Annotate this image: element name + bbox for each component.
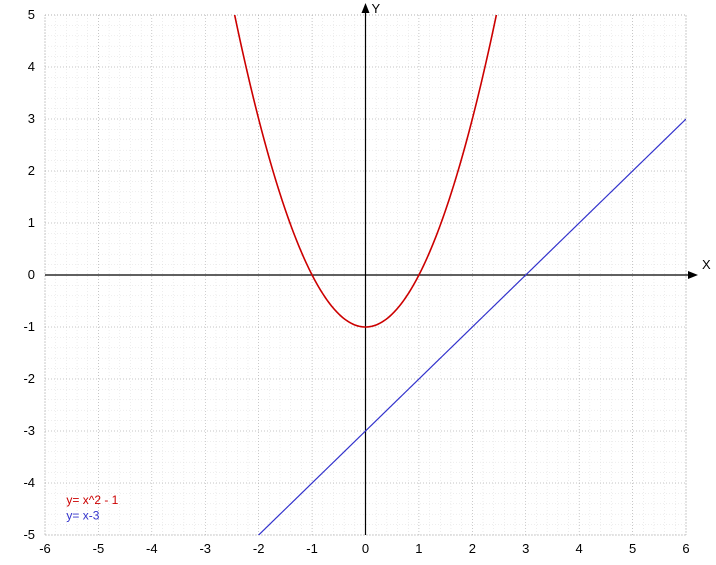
- x-tick-label: -2: [253, 541, 265, 556]
- x-axis-label: X: [702, 257, 711, 272]
- x-tick-label: 6: [682, 541, 689, 556]
- x-tick-label: 2: [469, 541, 476, 556]
- x-tick-label: -5: [93, 541, 105, 556]
- y-tick-label: -1: [23, 319, 35, 334]
- x-tick-label: 4: [576, 541, 583, 556]
- y-tick-label: -3: [23, 423, 35, 438]
- y-tick-label: 0: [28, 267, 35, 282]
- xy-chart: -6 -5 -4 -3 -2 -1 0 1 2 3 4 5 6 -5 -4 -3 -2 -1 0 1 2 3 4 5 y= x^…: [0, 0, 716, 565]
- y-axis-label: Y: [372, 1, 381, 16]
- chart-container: -6 -5 -4 -3 -2 -1 0 1 2 3 4 5 6 -5 -4 -3 -2 -1 0 1 2 3 4 5 y= x^…: [0, 0, 716, 565]
- x-tick-label: -1: [306, 541, 318, 556]
- y-tick-label: 3: [28, 111, 35, 126]
- legend-line: y= x-3: [66, 508, 99, 522]
- y-tick-label: 2: [28, 163, 35, 178]
- x-tick-label: -6: [39, 541, 51, 556]
- x-tick-label: 0: [362, 541, 369, 556]
- y-tick-label: 5: [28, 7, 35, 22]
- x-tick-label: 3: [522, 541, 529, 556]
- x-tick-label: 1: [415, 541, 422, 556]
- y-tick-label: 1: [28, 215, 35, 230]
- x-tick-label: 5: [629, 541, 636, 556]
- y-tick-label: -4: [23, 475, 35, 490]
- y-tick-label: -5: [23, 527, 35, 542]
- x-tick-label: -4: [146, 541, 158, 556]
- y-tick-label: -2: [23, 371, 35, 386]
- y-tick-label: 4: [28, 59, 35, 74]
- x-tick-label: -3: [199, 541, 211, 556]
- legend-parabola: y= x^2 - 1: [66, 493, 118, 507]
